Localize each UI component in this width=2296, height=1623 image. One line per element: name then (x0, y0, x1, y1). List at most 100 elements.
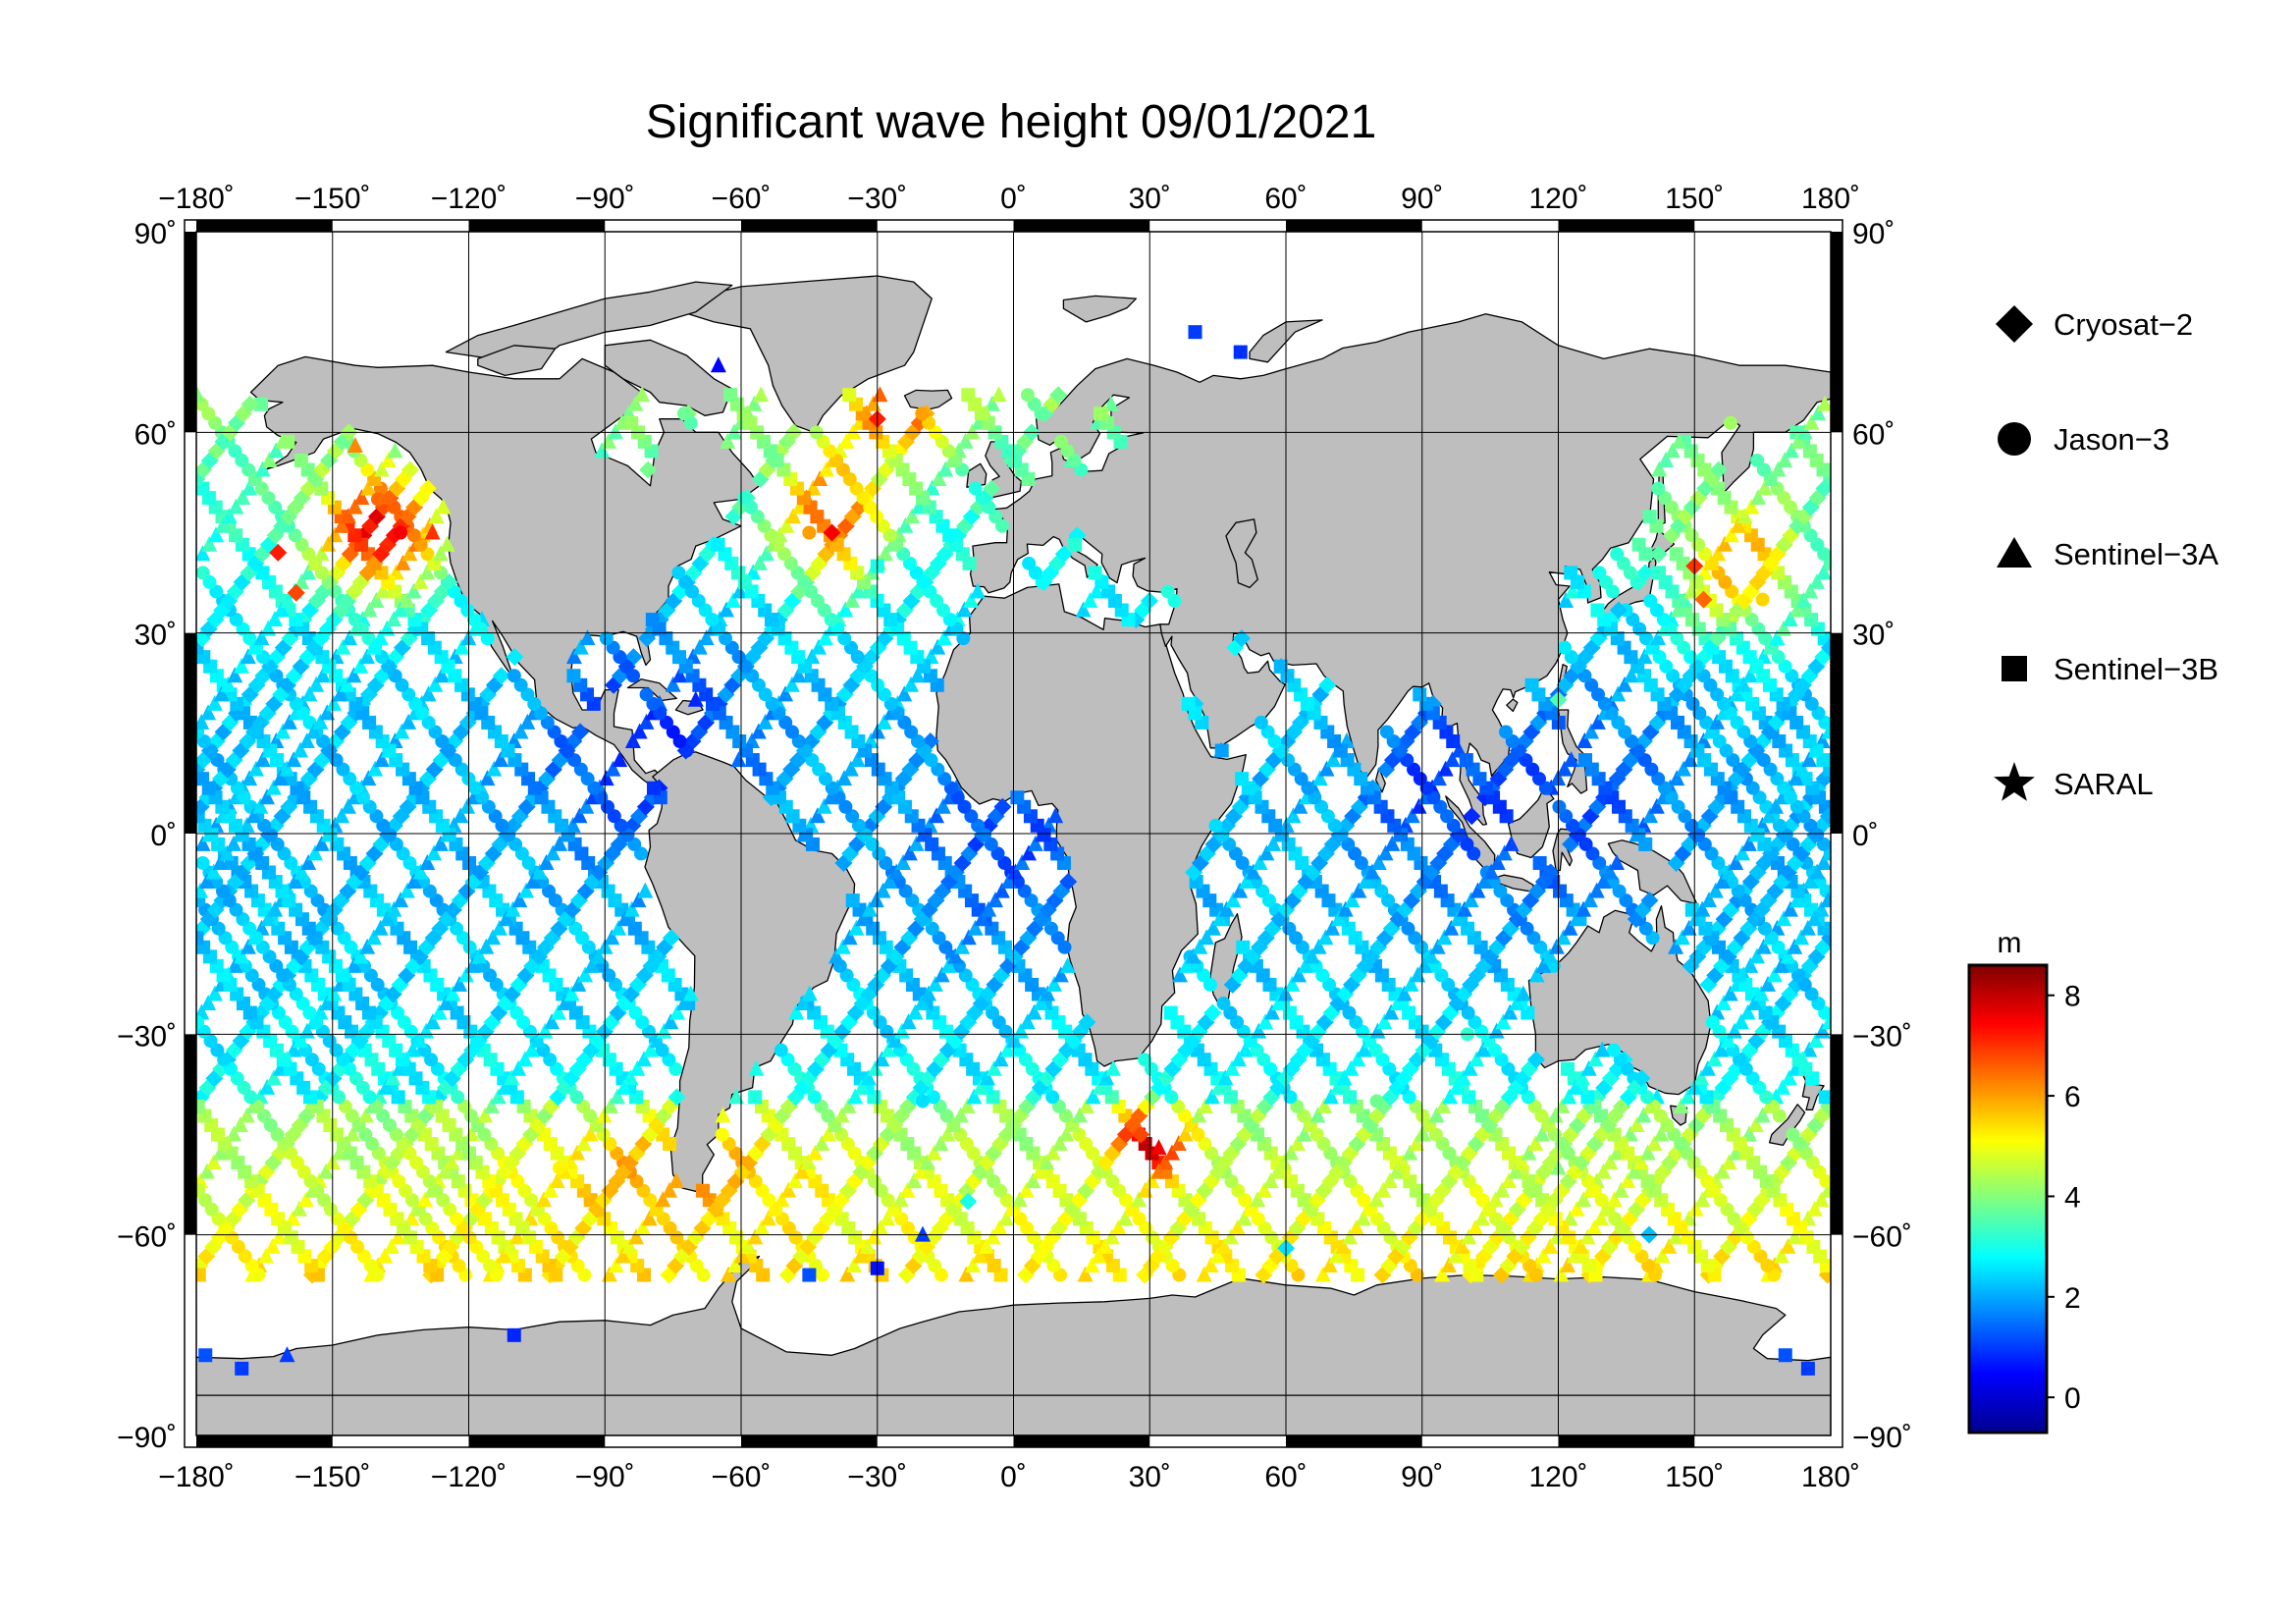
track-point (569, 1144, 586, 1161)
track-point (1773, 1247, 1789, 1264)
track-point (340, 797, 356, 814)
track-point (1651, 481, 1666, 496)
lon-tick-label: 30˚ (1129, 183, 1171, 215)
track-point (767, 1200, 783, 1217)
track-point (492, 667, 510, 685)
track-point (1669, 770, 1685, 786)
lon-tick-label: 120˚ (1528, 1461, 1587, 1493)
track-point (721, 1266, 737, 1282)
lon-tick-label: −60˚ (712, 183, 772, 215)
track-point (214, 516, 231, 533)
track-point (1593, 1210, 1610, 1226)
track-point (992, 1051, 1009, 1067)
track-point (1495, 1013, 1512, 1030)
track-point (1753, 985, 1770, 1001)
track-point (1025, 1172, 1041, 1189)
track-point (379, 620, 396, 636)
track-point (1592, 566, 1607, 580)
lon-ticks-bottom: −180˚ −150˚ −120˚ −90˚ −60˚ −30˚ 0˚ 30˚ 60˚ 90˚ 12… (158, 1461, 1860, 1493)
track-point (1746, 995, 1763, 1011)
track-point (427, 676, 444, 692)
track-point (394, 723, 410, 739)
track-point (1416, 956, 1433, 973)
track-point (1163, 1144, 1180, 1161)
track-point (800, 1154, 817, 1170)
track-point (1710, 545, 1727, 562)
track-point (663, 1013, 679, 1030)
track-point (470, 1115, 487, 1132)
track-point (577, 966, 594, 983)
track-point (724, 591, 741, 608)
track-point (827, 1115, 843, 1132)
track-point (631, 723, 648, 739)
track-point (960, 929, 977, 946)
victoria-island-land (477, 345, 557, 377)
track-point (405, 582, 422, 599)
track-point (1750, 489, 1767, 506)
track-point (1627, 1163, 1643, 1179)
track-point (990, 386, 1007, 403)
track-point (459, 797, 476, 814)
track-point (1561, 1088, 1577, 1105)
track-point (1568, 1078, 1584, 1095)
track-point (866, 1228, 882, 1245)
frame-segment (468, 1435, 606, 1447)
track-point (265, 1069, 282, 1086)
data-point (1233, 345, 1248, 359)
track-point (1563, 751, 1579, 768)
track-point (201, 535, 218, 552)
track-point (788, 1003, 805, 1020)
track-point (196, 481, 210, 496)
colorbar-tick-label: 4 (2064, 1181, 2081, 1214)
track-point (1521, 1144, 1537, 1161)
track-point (874, 1051, 890, 1067)
track-point (360, 479, 377, 496)
track-point (1020, 388, 1035, 403)
track-point (753, 386, 770, 403)
track-point (907, 1003, 924, 1020)
track-point (1150, 1163, 1167, 1179)
track-point (809, 807, 826, 824)
track-point (379, 910, 396, 927)
track-point (254, 460, 271, 477)
track-point (1813, 900, 1830, 917)
track-point (1238, 873, 1255, 890)
legend-item: Cryosat−2 (1996, 305, 2193, 343)
frame-segment (185, 232, 196, 433)
track-point (807, 1144, 824, 1161)
track-point (1558, 640, 1573, 655)
data-point (198, 1348, 213, 1363)
colorbar-tick-label: 2 (2064, 1282, 2081, 1315)
track-point (750, 723, 767, 739)
data-point (802, 1268, 817, 1282)
track-point (954, 938, 971, 954)
track-point (1049, 386, 1068, 405)
track-point (1562, 919, 1578, 936)
track-point (726, 423, 743, 440)
track-point (634, 386, 651, 403)
track-point (1058, 1125, 1075, 1142)
track-point (566, 669, 581, 683)
track-point (426, 844, 443, 861)
track-point (294, 453, 308, 467)
track-point (1809, 863, 1826, 880)
lon-tick-label: −150˚ (294, 183, 371, 215)
track-point (1670, 601, 1686, 618)
track-point (1780, 1237, 1796, 1254)
track-point (929, 807, 945, 824)
track-point (325, 694, 342, 711)
track-point (1580, 1059, 1597, 1076)
track-point (662, 1181, 678, 1198)
track-point (1292, 797, 1308, 814)
track-point (1422, 947, 1439, 964)
track-point (200, 995, 217, 1011)
track-point (241, 479, 258, 496)
track-point (1575, 900, 1592, 917)
track-point (1756, 479, 1773, 496)
track-point (615, 1078, 632, 1095)
track-point (314, 667, 331, 683)
track-point (196, 713, 210, 730)
track-point (722, 388, 737, 403)
track-point (254, 751, 271, 768)
baffin-island-land (604, 339, 733, 416)
